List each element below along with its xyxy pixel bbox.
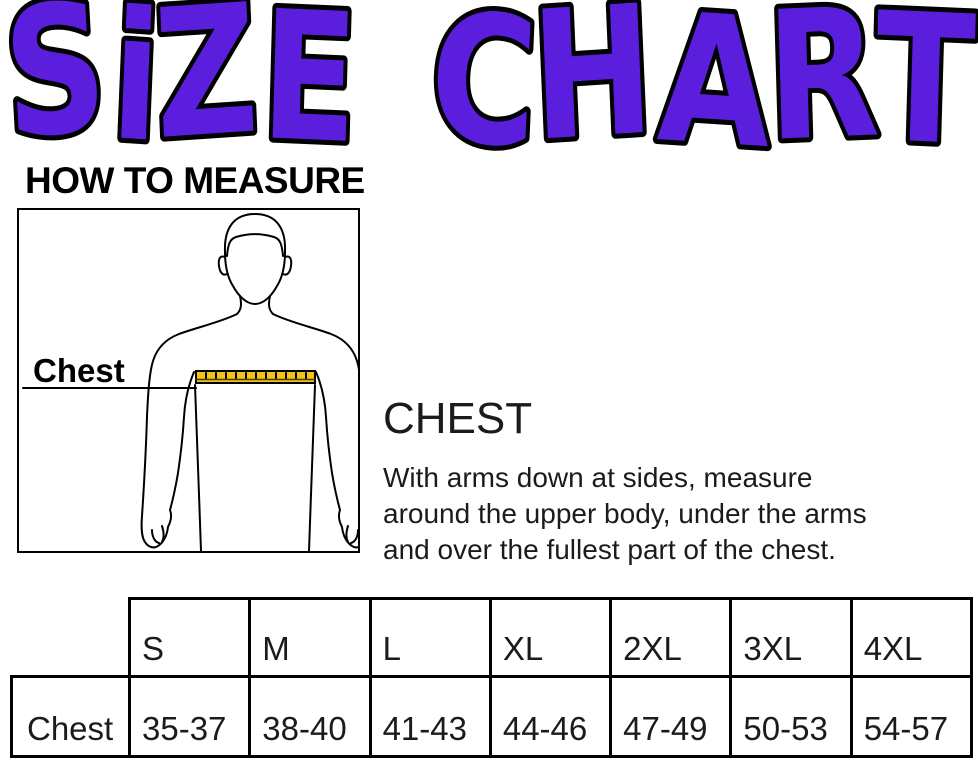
title-word-size: SiZE bbox=[0, 0, 362, 182]
neck-right bbox=[268, 295, 274, 315]
chest-value: 41-43 bbox=[368, 678, 489, 755]
size-table-header-row: S M L XL 2XL 3XL 4XL bbox=[128, 597, 973, 678]
arm-right bbox=[272, 313, 358, 549]
chest-instruction-text: With arms down at sides, measure around … bbox=[383, 462, 867, 565]
ear-right bbox=[282, 255, 293, 276]
hair-line bbox=[226, 233, 284, 257]
chest-value: 38-40 bbox=[248, 678, 368, 755]
hand-right-detail2 bbox=[345, 525, 349, 543]
measure-diagram-box: Chest bbox=[17, 208, 360, 553]
chest-value: 54-57 bbox=[849, 678, 970, 755]
size-chart-title: SiZE CHART bbox=[0, 0, 978, 192]
chest-row-label: Chest bbox=[27, 710, 114, 747]
head-outline bbox=[223, 213, 287, 305]
chest-value: 35-37 bbox=[128, 678, 248, 755]
chest-value: 47-49 bbox=[609, 678, 729, 755]
size-table-chest-row: Chest 35-37 38-40 41-43 44-46 47-49 50-5… bbox=[10, 675, 973, 758]
size-column-header: XL bbox=[488, 600, 609, 675]
chest-value: 44-46 bbox=[488, 678, 609, 755]
chest-measure-label: Chest bbox=[33, 352, 125, 389]
hand-left-detail bbox=[151, 529, 160, 544]
body-figure: Chest bbox=[22, 213, 358, 551]
tape-ticks bbox=[205, 372, 307, 379]
size-column-header: M bbox=[248, 600, 368, 675]
size-column-header: L bbox=[368, 600, 489, 675]
how-to-measure-heading: HOW TO MEASURE bbox=[25, 160, 365, 201]
title-word-chart: CHART bbox=[426, 0, 978, 187]
hand-left-detail2 bbox=[161, 525, 165, 543]
size-column-header: 2XL bbox=[609, 600, 729, 675]
torso-right bbox=[308, 384, 316, 551]
neck-left bbox=[236, 295, 242, 315]
ear-left bbox=[217, 255, 228, 276]
size-column-header: S bbox=[142, 630, 165, 667]
hand-right-detail bbox=[350, 529, 358, 544]
chest-instruction-heading: CHEST bbox=[383, 394, 533, 443]
torso-left bbox=[194, 384, 202, 551]
size-column-header: 4XL bbox=[849, 600, 970, 675]
chest-value: 50-53 bbox=[729, 678, 849, 755]
arm-left bbox=[140, 313, 238, 549]
size-column-header: 3XL bbox=[729, 600, 849, 675]
chest-instruction-block: CHEST With arms down at sides, measure a… bbox=[383, 394, 978, 568]
